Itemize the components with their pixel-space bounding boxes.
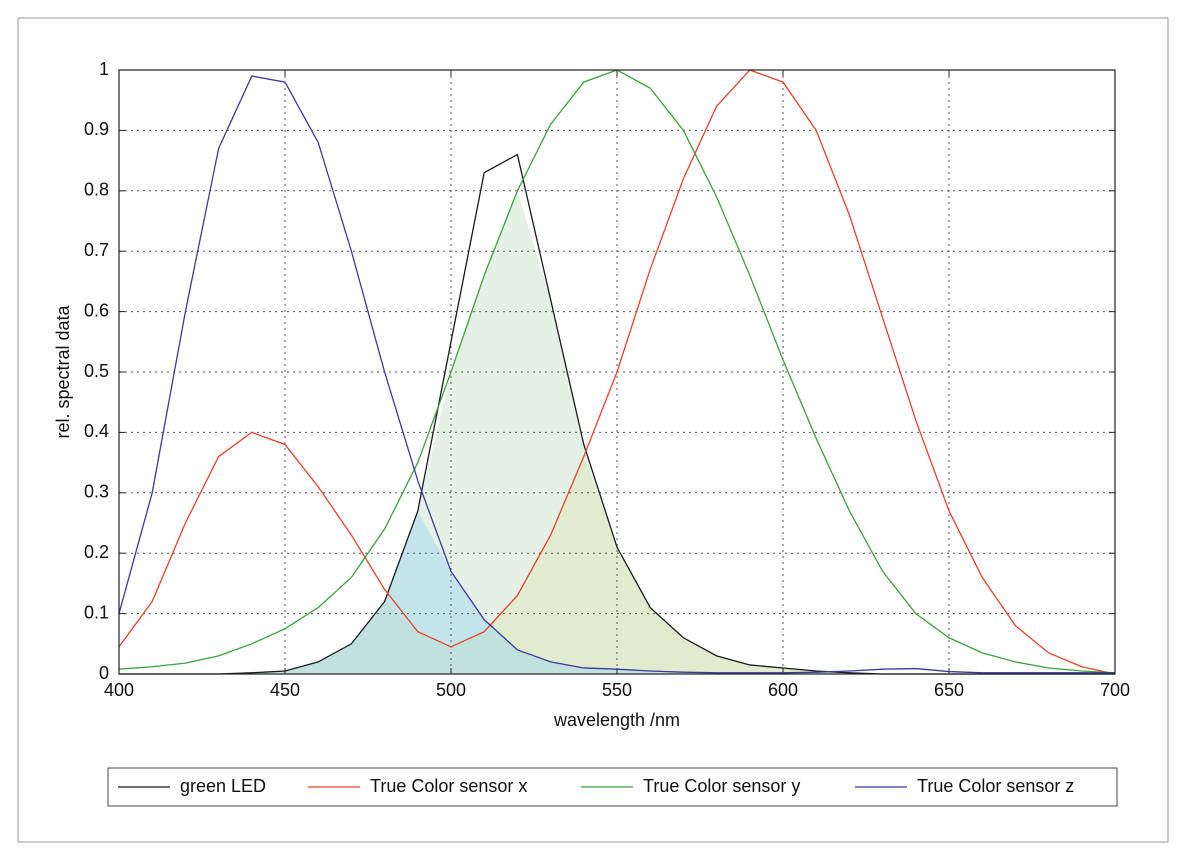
legend-label: True Color sensor x: [370, 776, 527, 796]
x-tick-label: 600: [768, 680, 798, 700]
x-axis-label: wavelength /nm: [553, 710, 680, 730]
y-tick-label: 0.9: [84, 119, 109, 139]
series-line: [118, 69, 1116, 675]
x-tick-label: 400: [104, 680, 134, 700]
x-tick-label: 500: [436, 680, 466, 700]
x-tick-label: 450: [270, 680, 300, 700]
overlap-area: [119, 510, 1115, 674]
y-tick-label: 0: [99, 663, 109, 683]
y-tick-label: 0.1: [84, 602, 109, 622]
series-line: [118, 75, 1115, 674]
legend-label: True Color sensor z: [917, 776, 1074, 796]
x-tick-label: 650: [934, 680, 964, 700]
y-tick-label: 1: [99, 59, 109, 79]
y-tick-label: 0.7: [84, 240, 109, 260]
y-tick-label: 0.2: [84, 542, 109, 562]
y-tick-label: 0.4: [84, 421, 109, 441]
legend-label: green LED: [180, 776, 266, 796]
y-tick-label: 0.5: [84, 361, 109, 381]
plot-border: [118, 69, 1116, 675]
y-tick-label: 0.3: [84, 482, 109, 502]
y-tick-label: 0.8: [84, 180, 109, 200]
x-tick-label: 550: [602, 680, 632, 700]
x-tick-label: 700: [1100, 680, 1130, 700]
y-tick-label: 0.6: [84, 300, 109, 320]
y-axis-label: rel. spectral data: [53, 304, 73, 438]
legend-label: True Color sensor y: [643, 776, 800, 796]
overlap-area: [119, 190, 1115, 675]
